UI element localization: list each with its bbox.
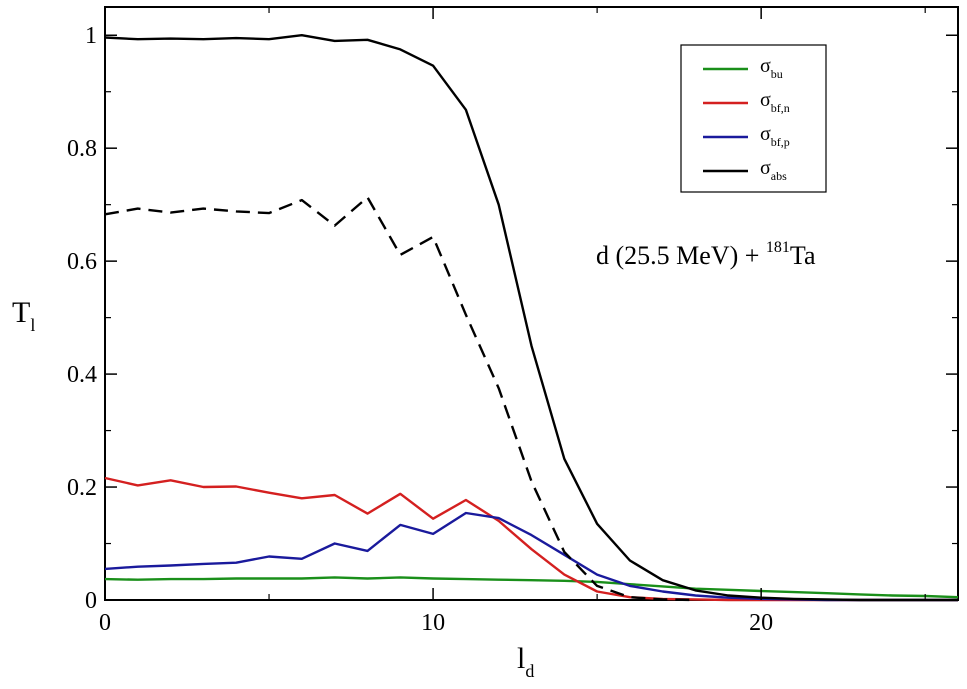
series-line-1 [104, 476, 958, 602]
y-tick-label: 1 [85, 23, 97, 49]
x-tick-label: 10 [421, 610, 445, 636]
series-line-0 [104, 576, 959, 599]
x-tick-label: 20 [749, 610, 773, 636]
legend-entries: σbu σbf,n σbf,p σabs [703, 55, 790, 183]
series-line-2 [104, 511, 958, 602]
legend-label: σabs [760, 157, 787, 183]
legend: σbu σbf,n σbf,p σabs [680, 44, 827, 193]
tick-layer: 0 10 20 0 0.2 0.4 0.6 0.8 1 [67, 7, 958, 636]
series-line-3 [104, 34, 958, 602]
x-tick-label: 0 [99, 610, 111, 636]
plot-frame [104, 6, 959, 601]
y-tick-label: 0.4 [67, 362, 97, 388]
reaction-annotation: d (25.5 MeV) + 181Ta [596, 239, 816, 270]
y-tick-label: 0.8 [67, 136, 97, 162]
legend-label: σbf,p [760, 123, 790, 149]
legend-label: σbf,n [760, 89, 790, 115]
x-axis-title: ld [517, 642, 534, 681]
series-line-4 [104, 196, 696, 602]
y-tick-label: 0.2 [67, 475, 97, 501]
series-layer [104, 34, 959, 602]
legend-box [680, 44, 827, 193]
y-axis-title: Tl [12, 296, 35, 335]
legend-label: σbu [760, 55, 783, 81]
y-tick-label: 0.6 [67, 249, 97, 275]
y-tick-label: 0 [85, 588, 97, 614]
